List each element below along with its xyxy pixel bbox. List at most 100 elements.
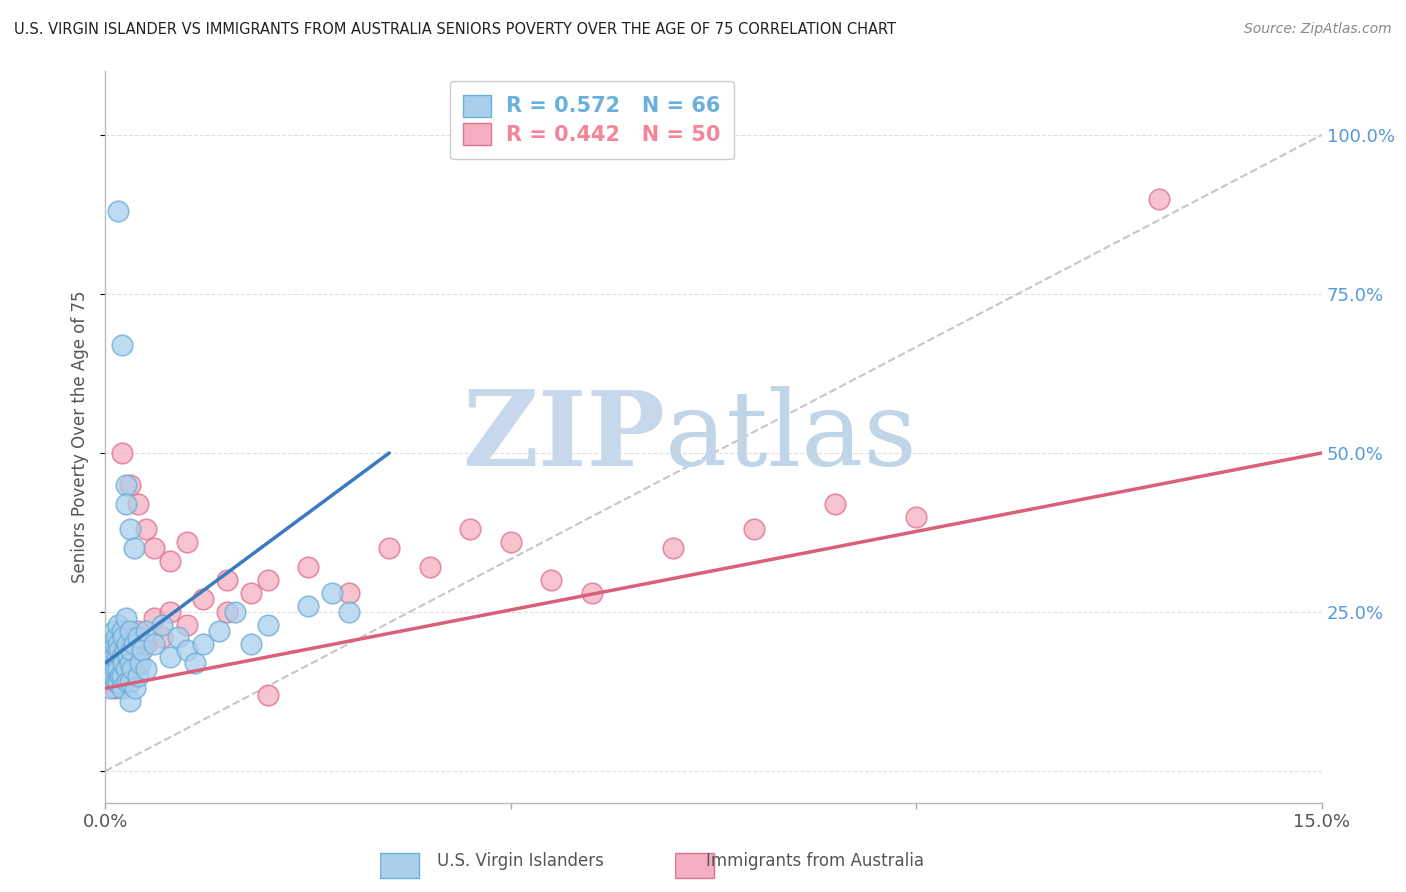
Point <box>118 477 141 491</box>
Point <box>337 586 360 600</box>
Point <box>143 611 166 625</box>
Point <box>208 624 231 638</box>
Point <box>176 617 198 632</box>
Point <box>143 637 166 651</box>
Point <box>662 541 685 556</box>
Point <box>191 637 214 651</box>
Point <box>114 497 136 511</box>
Point <box>104 681 127 696</box>
Point <box>191 592 214 607</box>
Point <box>256 573 278 587</box>
Point <box>217 605 239 619</box>
Point <box>118 675 141 690</box>
Point <box>98 656 121 670</box>
Point <box>117 649 139 664</box>
Point <box>120 643 142 657</box>
Text: Immigrants from Australia: Immigrants from Australia <box>706 852 925 870</box>
Point <box>108 643 131 657</box>
Point <box>224 605 246 619</box>
Point <box>419 560 441 574</box>
Point <box>103 649 125 664</box>
Point <box>176 643 198 657</box>
Point <box>114 477 136 491</box>
Point <box>131 643 153 657</box>
Point <box>256 688 278 702</box>
Point <box>135 522 157 536</box>
Point <box>118 656 141 670</box>
Point <box>581 586 603 600</box>
Point <box>107 662 129 676</box>
Point <box>127 624 149 638</box>
Point <box>114 662 136 676</box>
Point <box>176 535 198 549</box>
Point <box>101 662 124 676</box>
Text: U.S. Virgin Islanders: U.S. Virgin Islanders <box>437 852 603 870</box>
Point <box>159 554 181 568</box>
Point <box>111 675 134 690</box>
Point <box>114 643 136 657</box>
Point <box>118 522 141 536</box>
Point <box>159 649 181 664</box>
Point <box>135 662 157 676</box>
Text: U.S. VIRGIN ISLANDER VS IMMIGRANTS FROM AUSTRALIA SENIORS POVERTY OVER THE AGE O: U.S. VIRGIN ISLANDER VS IMMIGRANTS FROM … <box>14 22 896 37</box>
Point <box>159 605 181 619</box>
Point <box>107 675 129 690</box>
Point <box>107 656 129 670</box>
Point <box>127 649 149 664</box>
Point <box>100 662 122 676</box>
Point <box>107 668 129 682</box>
Point <box>114 611 136 625</box>
Point <box>150 617 173 632</box>
Point <box>905 509 928 524</box>
Point <box>98 681 121 696</box>
Point <box>112 656 135 670</box>
Point <box>118 675 141 690</box>
Point <box>114 624 136 638</box>
Point <box>127 497 149 511</box>
Point <box>98 675 121 690</box>
Point <box>111 338 134 352</box>
Point <box>143 541 166 556</box>
Text: atlas: atlas <box>665 386 918 488</box>
Point <box>105 649 128 664</box>
Point <box>540 573 562 587</box>
Point <box>127 668 149 682</box>
Point <box>111 446 134 460</box>
Point <box>824 497 846 511</box>
Point <box>103 668 125 682</box>
Point <box>183 656 205 670</box>
Point <box>121 662 143 676</box>
Bar <box>675 853 714 878</box>
Point <box>111 668 134 682</box>
Point <box>167 631 190 645</box>
Point <box>297 599 319 613</box>
Point <box>135 624 157 638</box>
Point <box>337 605 360 619</box>
Point <box>108 668 131 682</box>
Point <box>104 631 127 645</box>
Point <box>150 631 173 645</box>
Legend: R = 0.572   N = 66, R = 0.442   N = 50: R = 0.572 N = 66, R = 0.442 N = 50 <box>450 81 734 159</box>
Point <box>122 637 145 651</box>
Point <box>107 631 129 645</box>
Point <box>111 637 134 651</box>
Point <box>101 668 124 682</box>
Point <box>118 643 141 657</box>
Point <box>111 649 134 664</box>
Point <box>1149 192 1171 206</box>
Point <box>115 637 138 651</box>
Point <box>742 522 765 536</box>
Point <box>240 637 263 651</box>
Point <box>240 586 263 600</box>
Point <box>122 662 145 676</box>
Point <box>118 624 141 638</box>
Point <box>120 637 142 651</box>
Point <box>104 637 127 651</box>
Point <box>111 624 134 638</box>
Text: ZIP: ZIP <box>463 386 665 488</box>
Point <box>107 204 129 219</box>
Point <box>256 617 278 632</box>
Y-axis label: Seniors Poverty Over the Age of 75: Seniors Poverty Over the Age of 75 <box>72 291 90 583</box>
Point <box>118 694 141 708</box>
Point <box>107 617 129 632</box>
